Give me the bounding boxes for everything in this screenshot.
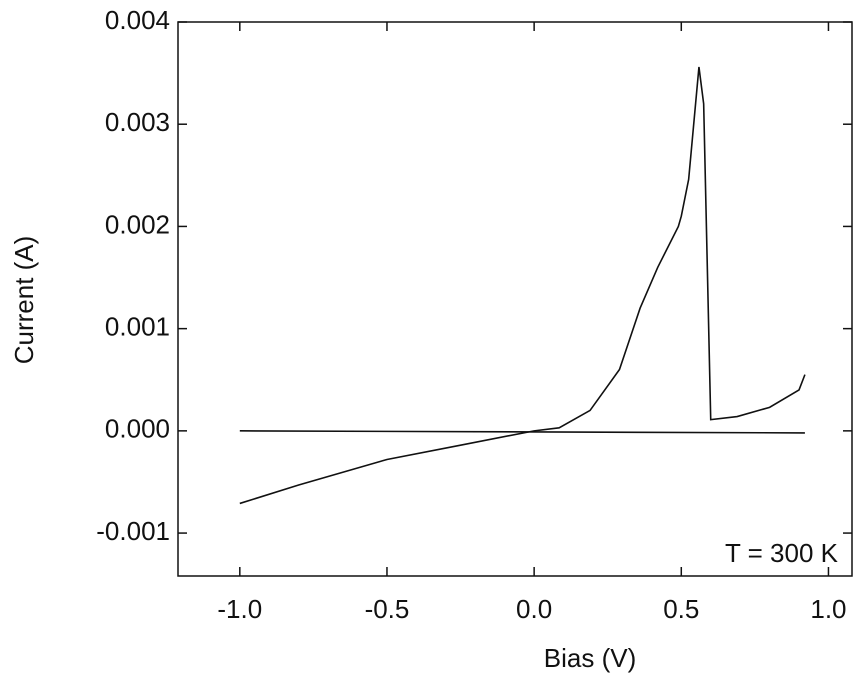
x-tick-label: 0.5 [663, 594, 699, 624]
y-tick-label: 0.001 [105, 312, 170, 342]
data-line [239, 66, 806, 505]
y-tick-label: 0.000 [105, 414, 170, 444]
x-tick-label: -1.0 [217, 594, 262, 624]
x-axis-label: Bias (V) [544, 643, 636, 673]
data-line [239, 430, 805, 434]
plot-frame [177, 21, 853, 577]
y-tick-label: -0.001 [96, 516, 170, 546]
y-tick-label: 0.003 [105, 107, 170, 137]
x-tick-label: 0.0 [516, 594, 552, 624]
y-tick-label: 0.004 [105, 5, 170, 35]
x-tick-label: -0.5 [365, 594, 410, 624]
annotation: T = 300 K [725, 538, 839, 568]
y-tick-label: 0.002 [105, 209, 170, 239]
x-tick-label: 1.0 [810, 594, 846, 624]
y-axis-label: Current (A) [9, 236, 39, 365]
